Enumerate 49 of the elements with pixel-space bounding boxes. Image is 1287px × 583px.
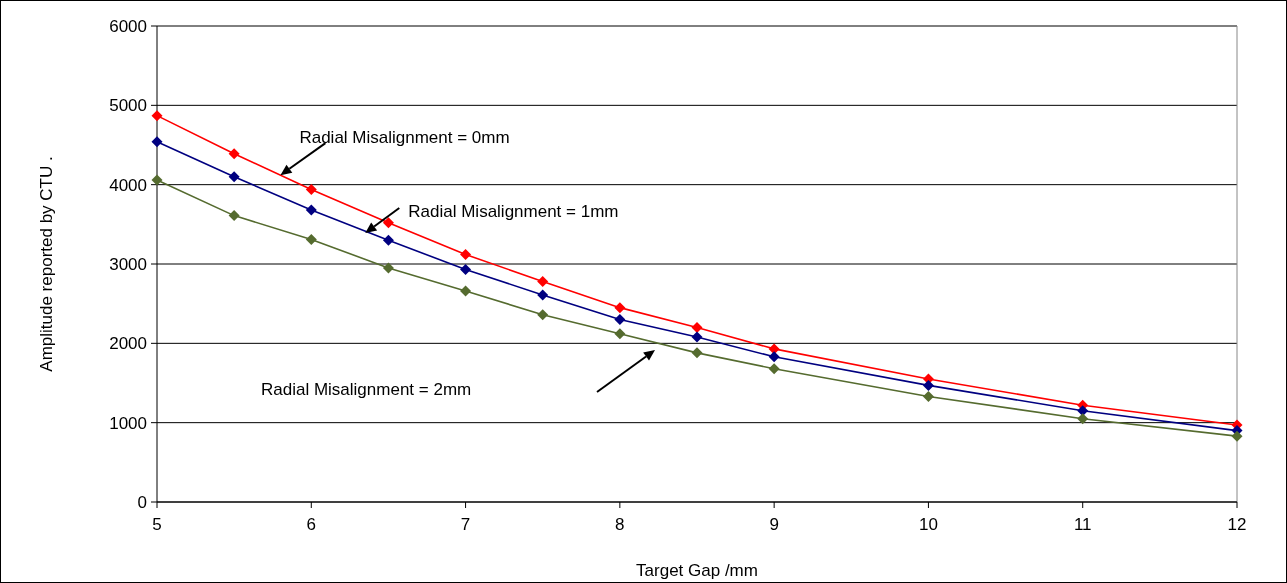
point <box>228 148 240 160</box>
point <box>922 379 934 391</box>
y-tick-label: 5000 <box>109 96 147 116</box>
point <box>614 302 626 314</box>
x-tick-label: 12 <box>1227 515 1247 534</box>
point <box>614 328 626 340</box>
x-tick-label: 6 <box>306 515 317 534</box>
annotation: Radial Misalignment = 0mm <box>299 128 510 148</box>
point <box>151 136 163 148</box>
y-tick-label: 3000 <box>109 254 147 274</box>
x-tick-label: 9 <box>769 515 779 534</box>
point <box>382 262 394 274</box>
point <box>228 210 240 222</box>
y-axis-title: Amplitude reported by CTU . <box>37 156 56 372</box>
point <box>768 363 780 375</box>
point <box>305 183 317 195</box>
point <box>1231 430 1243 442</box>
x-tick-label: 5 <box>152 515 162 534</box>
point <box>691 347 703 359</box>
point <box>382 217 394 229</box>
point <box>460 264 472 276</box>
point <box>460 248 472 260</box>
point <box>305 204 317 216</box>
point <box>691 331 703 343</box>
y-tick-label: 6000 <box>109 16 147 36</box>
point <box>228 171 240 183</box>
x-tick-label: 7 <box>460 515 471 534</box>
point <box>537 275 549 287</box>
point <box>537 309 549 321</box>
x-tick-label: 10 <box>918 515 938 534</box>
point <box>922 390 934 402</box>
x-tick-label: 11 <box>1073 515 1092 534</box>
y-tick-label: 1000 <box>109 413 147 433</box>
x-axis-title: Target Gap /mm <box>636 561 758 580</box>
point <box>151 110 163 122</box>
point <box>1077 413 1089 425</box>
y-tick-label: 0 <box>137 492 147 512</box>
point <box>382 234 394 246</box>
x-tick-label: 8 <box>615 515 625 534</box>
y-tick-label: 4000 <box>109 175 147 195</box>
point <box>305 233 317 245</box>
point <box>537 289 549 301</box>
point <box>691 321 703 333</box>
point <box>768 351 780 363</box>
point <box>460 285 472 297</box>
annotation: Radial Misalignment = 2mm <box>261 379 472 399</box>
y-tick-label: 2000 <box>109 334 147 354</box>
annotation: Radial Misalignment = 1mm <box>408 202 619 222</box>
point <box>614 314 626 326</box>
